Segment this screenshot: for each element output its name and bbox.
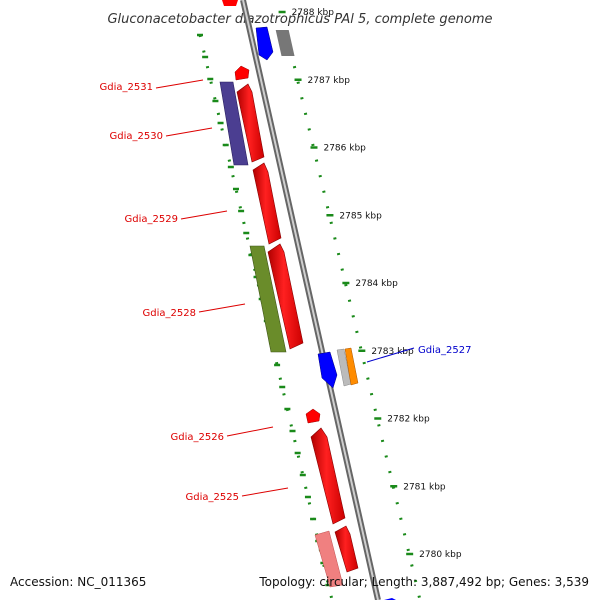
tick-label: 2783 kbp (371, 347, 414, 357)
gene-features (219, 0, 396, 600)
tick-label: 2784 kbp (355, 279, 398, 289)
cds-feature-gdia-2531 (234, 65, 250, 81)
tick-label: 2782 kbp (387, 415, 430, 425)
cds-feature-gdia-2530 (236, 83, 265, 163)
cds-feature-gdia-2528 (267, 243, 304, 350)
tick-label: 2785 kbp (339, 211, 382, 221)
gene-label-gdia-2525: Gdia_2525 (186, 492, 239, 503)
leader-gdia-2525 (241, 487, 289, 497)
cog-feature-grey-top (275, 30, 295, 56)
gene-label-gdia-2530: Gdia_2530 (110, 131, 163, 142)
cog-feature-purple-gdia-2530 (219, 81, 249, 166)
tick-label: 2786 kbp (323, 144, 366, 154)
gene-label-gdia-2527: Gdia_2527 (418, 345, 471, 356)
leader-gdia-2531 (155, 79, 204, 89)
cog-feature-pink-bottom (314, 530, 344, 588)
cog-feature-blue-gdia-2527 (317, 351, 338, 389)
gene-label-gdia-2529: Gdia_2529 (125, 214, 178, 225)
genome-summary-text: Topology: circular; Length: 3,887,492 bp… (258, 575, 589, 589)
tick-label: 2788 kbp (292, 8, 335, 18)
genome-backbone (240, 0, 381, 600)
cog-feature-blue-top (255, 26, 274, 61)
tick-label: 2787 kbp (308, 76, 351, 86)
gene-label-gdia-2526: Gdia_2526 (171, 432, 224, 443)
leader-gdia-2529 (180, 210, 228, 220)
map-title: Gluconacetobacter diazotrophicus PAl 5, … (107, 12, 492, 27)
inner-tick-track (198, 34, 334, 600)
gene-label-leaders (155, 79, 415, 497)
leader-gdia-2526 (226, 426, 274, 437)
accession-text: Accession: NC_011365 (10, 575, 146, 589)
cog-feature-green-gdia-2528 (249, 245, 287, 353)
tick-label: 2780 kbp (419, 550, 462, 560)
gene-label-gdia-2528: Gdia_2528 (143, 308, 196, 319)
cds-feature-gdia-2525 (310, 427, 346, 525)
tick-label: 2781 kbp (403, 482, 446, 492)
cds-feature-top-partial (222, 0, 238, 6)
cds-feature-gdia-2526 (305, 408, 321, 424)
leader-gdia-2530 (165, 127, 213, 137)
gene-label-gdia-2531: Gdia_2531 (100, 82, 153, 93)
cds-feature-gdia-2529 (252, 162, 282, 245)
gene-labels: Gdia_2531 Gdia_2530 Gdia_2529 Gdia_2528 … (100, 82, 472, 503)
cog-feature-orange-gdia-2527 (344, 347, 359, 386)
cds-feature-bottom (334, 525, 359, 573)
leader-gdia-2527 (366, 347, 415, 363)
outer-tick-track (285, 34, 422, 600)
leader-gdia-2528 (198, 303, 246, 313)
